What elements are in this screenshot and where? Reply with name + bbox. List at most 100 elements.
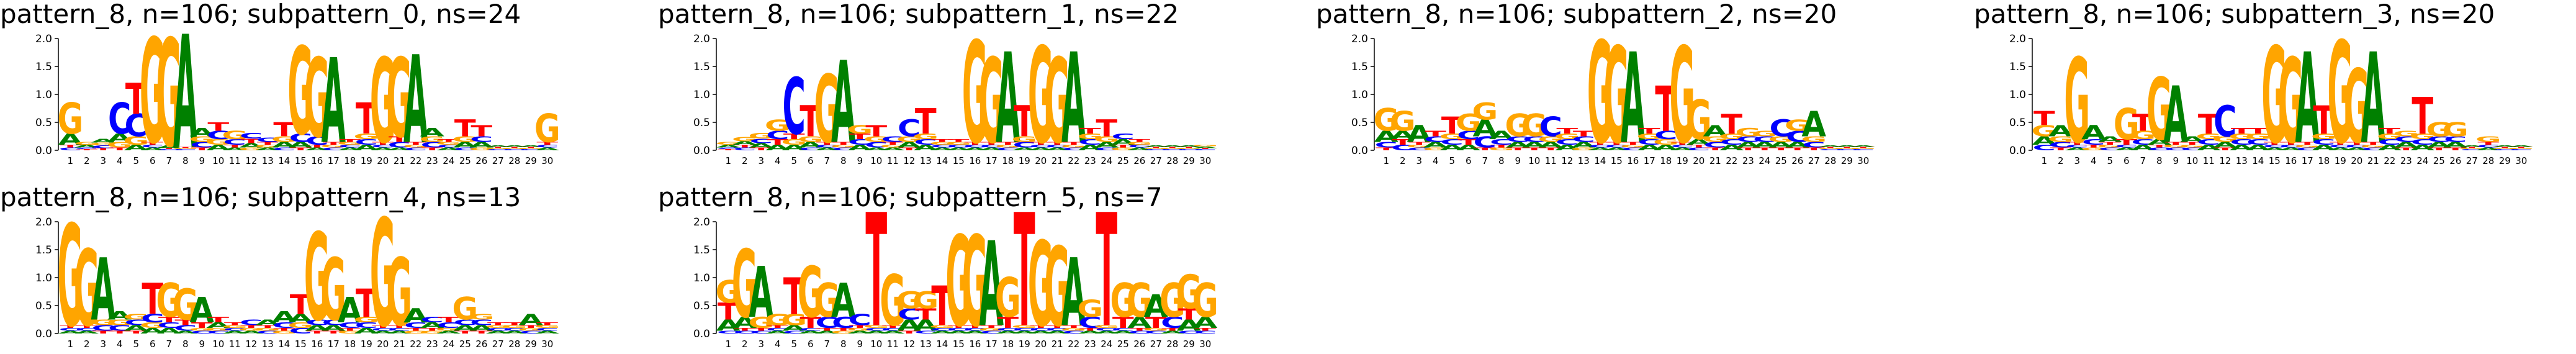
logo-letter-G: G <box>896 286 922 314</box>
logo-letter-glyph: G <box>403 144 429 148</box>
logo-letter-T: T <box>1161 327 1183 332</box>
y-tick-label: 1.0 <box>35 89 52 101</box>
logo-letter-G: G <box>912 286 939 314</box>
y-tick-label: 0.5 <box>2009 117 2026 129</box>
logo-letter-glyph: C <box>1178 149 1200 151</box>
logo-letter-G: G <box>173 148 199 150</box>
logo-letter-glyph: T <box>2214 147 2236 151</box>
logo-letter-glyph: C <box>1770 114 1793 142</box>
logo-letter-G: G <box>140 321 166 330</box>
logo-letter-G: G <box>945 211 971 354</box>
logo-letter-glyph: A <box>2032 134 2057 148</box>
logo-letter-C: C <box>2132 138 2155 147</box>
logo-letter-T: T <box>2362 141 2384 145</box>
x-tick-label: 16 <box>2285 155 2297 166</box>
logo-letter-glyph: A <box>502 145 526 147</box>
logo-letter-T: T <box>1639 127 1661 135</box>
logo-letter-glyph: G <box>123 312 149 321</box>
logo-letter-glyph: A <box>535 330 559 334</box>
logo-letter-glyph: G <box>929 141 955 145</box>
logo-letter-glyph: A <box>2476 147 2500 151</box>
logo-letter-C: C <box>1556 138 1578 147</box>
x-tick-label: 26 <box>1133 338 1145 350</box>
logo-letter-G: G <box>2311 132 2337 141</box>
logo-letter-glyph: C <box>1687 147 1710 151</box>
logo-letter-glyph: A <box>124 324 149 332</box>
logo-letter-glyph: G <box>107 140 133 149</box>
y-tick-label: 2.0 <box>35 216 52 229</box>
logo-letter-glyph: T <box>2066 141 2088 145</box>
logo-letter-A: A <box>2065 147 2089 151</box>
logo-letter-glyph: G <box>353 132 379 141</box>
logo-letter-C: C <box>1605 144 1628 148</box>
logo-letter-T: T <box>1392 138 1414 147</box>
logo-letter-G: G <box>1653 138 1679 147</box>
logo-letter-G: G <box>1061 327 1087 332</box>
logo-letter-T: T <box>1145 314 1168 332</box>
logo-letter-glyph: C <box>1720 138 1743 147</box>
x-tick-label: 4 <box>2091 155 2097 166</box>
logo-letter-C: C <box>2411 138 2434 147</box>
logo-letter-T: T <box>734 327 755 332</box>
logo-letter-glyph: G <box>1110 147 1136 151</box>
logo-letter-glyph: T <box>471 330 492 334</box>
logo-letter-glyph: G <box>1785 117 1811 135</box>
logo-letter-glyph: G <box>896 135 922 143</box>
logo-letter-T: T <box>1376 147 1397 151</box>
x-tick-label: 17 <box>328 155 340 166</box>
logo-letter-A: A <box>403 304 428 327</box>
logo-letter-glyph: G <box>271 330 297 334</box>
logo-letter-C: C <box>125 318 148 327</box>
logo-letter-A: A <box>74 144 99 148</box>
logo-letter-A: A <box>1769 140 1794 149</box>
logo-letter-glyph: C <box>1424 135 1447 143</box>
x-tick-label: 18 <box>1660 155 1672 166</box>
logo-letter-A: A <box>1160 145 1184 147</box>
logo-letter-glyph: C <box>2510 149 2533 151</box>
logo-letter-C: C <box>240 318 263 327</box>
logo-letter-A: A <box>732 314 757 332</box>
logo-panel-1: pattern_8, n=106; subpattern_1, ns=22 0.… <box>658 0 1279 175</box>
logo-letter-glyph: A <box>930 147 954 151</box>
logo-letter-G: G <box>518 327 544 332</box>
logo-letter-glyph: G <box>1719 132 1745 141</box>
logo-letter-glyph: T <box>2362 141 2384 145</box>
logo-letter-glyph: A <box>403 304 428 327</box>
logo-letter-C: C <box>1145 330 1168 334</box>
logo-letter-A: A <box>223 330 247 334</box>
x-tick-label: 2 <box>2058 155 2064 166</box>
logo-letter-A: A <box>1144 145 1168 147</box>
x-tick-label: 16 <box>311 155 323 166</box>
logo-letter-glyph: C <box>1621 147 1644 151</box>
logo-letter-C: C <box>289 131 312 145</box>
x-tick-label: 24 <box>443 155 454 166</box>
logo-letter-T: T <box>372 141 394 145</box>
logo-letter-glyph: A <box>486 330 510 334</box>
logo-letter-glyph: G <box>1538 135 1564 143</box>
logo-letter-C: C <box>799 327 822 332</box>
x-tick-label: 14 <box>936 155 948 166</box>
logo-letter-T: T <box>2297 141 2318 145</box>
logo-letter-A: A <box>1851 145 1875 147</box>
logo-letter-G: G <box>107 318 133 327</box>
logo-letter-A: A <box>74 330 99 334</box>
logo-letter-glyph: C <box>1654 129 1677 142</box>
logo-letter-glyph: C <box>783 61 806 152</box>
logo-letter-C: C <box>141 312 164 325</box>
logo-letter-glyph: A <box>765 143 790 152</box>
logo-letter-glyph: G <box>912 132 939 141</box>
logo-letter-glyph: C <box>2395 135 2418 143</box>
logo-letter-glyph: C <box>996 327 1019 332</box>
logo-letter-T: T <box>421 327 443 332</box>
x-tick-label: 26 <box>475 155 487 166</box>
y-tick-label: 1.5 <box>2009 61 2026 73</box>
logo-letter-glyph: A <box>223 330 247 334</box>
logo-letter-glyph: G <box>2360 144 2386 148</box>
logo-letter-A: A <box>453 140 478 149</box>
x-tick-label: 30 <box>2515 155 2527 166</box>
x-tick-label: 27 <box>1150 338 1162 350</box>
logo-panel-3: pattern_8, n=106; subpattern_3, ns=20 0.… <box>1974 0 2576 175</box>
logo-letter-glyph: C <box>733 147 756 151</box>
logo-letter-glyph: C <box>421 315 444 324</box>
logo-letter-T: T <box>997 314 1019 332</box>
